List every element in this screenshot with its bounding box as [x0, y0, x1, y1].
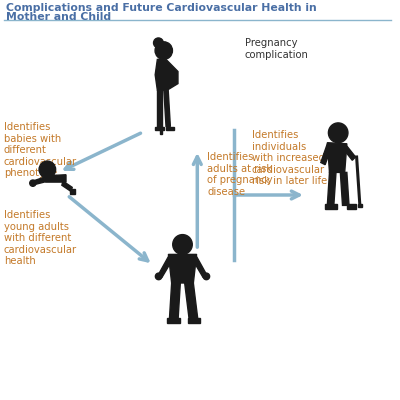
- Polygon shape: [45, 175, 66, 182]
- Polygon shape: [164, 90, 170, 126]
- Polygon shape: [70, 190, 75, 194]
- Polygon shape: [155, 126, 164, 130]
- Text: Identifies
individuals
with increased
cardiovascular
risk in later life: Identifies individuals with increased ca…: [252, 130, 327, 186]
- Polygon shape: [347, 204, 356, 209]
- Polygon shape: [325, 204, 337, 209]
- Polygon shape: [160, 130, 162, 134]
- Text: Mother and Child: Mother and Child: [6, 12, 111, 22]
- Polygon shape: [321, 144, 332, 165]
- Text: Identifies
adults at risk
of pregnancy
disease: Identifies adults at risk of pregnancy d…: [207, 152, 273, 197]
- Polygon shape: [32, 177, 45, 185]
- Polygon shape: [166, 126, 174, 130]
- Polygon shape: [340, 172, 349, 206]
- Text: Identifies
young adults
with different
cardiovascular
health: Identifies young adults with different c…: [4, 210, 77, 266]
- Polygon shape: [159, 257, 172, 278]
- Circle shape: [30, 180, 36, 186]
- Polygon shape: [193, 257, 206, 278]
- Circle shape: [203, 273, 210, 280]
- Text: Pregnancy
complication: Pregnancy complication: [245, 38, 308, 60]
- Polygon shape: [327, 172, 336, 206]
- Polygon shape: [157, 90, 162, 126]
- Text: Complications and Future Cardiovascular Health in: Complications and Future Cardiovascular …: [6, 3, 317, 13]
- Polygon shape: [344, 146, 356, 160]
- Polygon shape: [358, 204, 362, 206]
- Circle shape: [328, 123, 348, 143]
- Polygon shape: [155, 59, 178, 90]
- Polygon shape: [62, 181, 72, 192]
- Circle shape: [154, 38, 163, 48]
- Circle shape: [173, 234, 192, 254]
- Polygon shape: [168, 254, 197, 283]
- Circle shape: [39, 161, 56, 178]
- Polygon shape: [327, 143, 347, 172]
- Polygon shape: [188, 318, 200, 322]
- Polygon shape: [167, 318, 180, 322]
- Polygon shape: [170, 283, 180, 318]
- Circle shape: [155, 273, 162, 280]
- Text: Identifies
babies with
different
cardiovascular
phenotype: Identifies babies with different cardiov…: [4, 122, 77, 178]
- Circle shape: [155, 42, 172, 60]
- Polygon shape: [185, 283, 198, 318]
